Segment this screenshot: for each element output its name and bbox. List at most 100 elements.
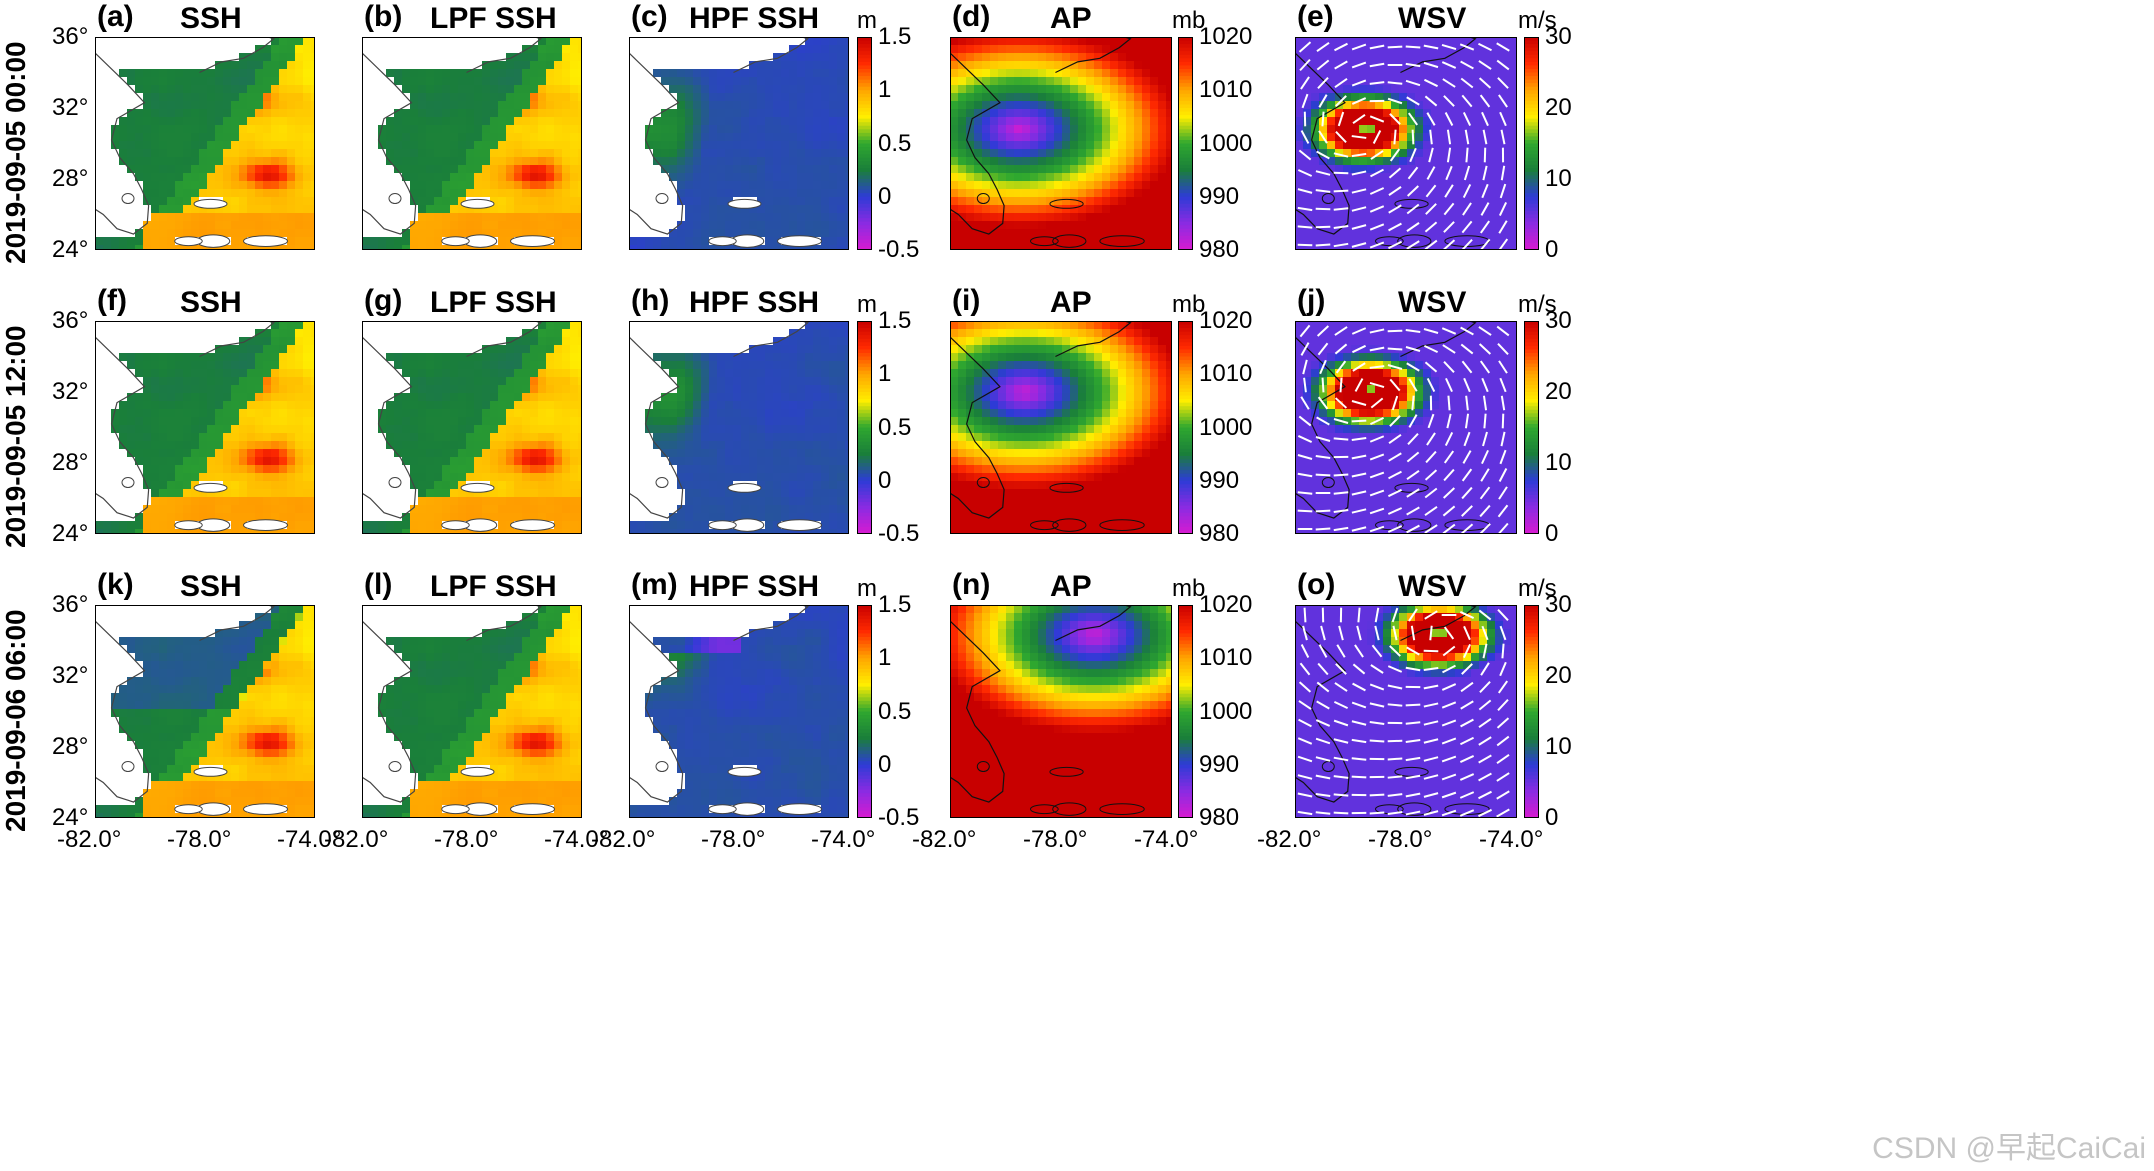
lon-tick-label: -82.0° [57, 826, 122, 853]
wind-arrow [1351, 757, 1367, 761]
colorbar-segment [1178, 747, 1193, 752]
panel-label: (b) [364, 0, 403, 33]
colorbar-segment [1178, 157, 1193, 162]
colorbar-segment [1178, 605, 1193, 610]
colorbar-segment [1178, 44, 1193, 49]
colorbar-segment [1524, 494, 1539, 500]
colorbar-segment [1524, 143, 1539, 148]
wind-arrow [1423, 44, 1439, 50]
colorbar-segment [857, 494, 872, 500]
island [193, 766, 228, 777]
wind-arrow [1337, 111, 1345, 127]
wind-arrow [1297, 472, 1313, 478]
wind-arrow [1387, 775, 1403, 779]
map-ssh-row3 [95, 605, 315, 818]
colorbar-segment [1178, 431, 1193, 436]
colorbar-segment [1178, 782, 1193, 787]
wind-arrow [1497, 608, 1509, 622]
wind-arrow [1300, 76, 1310, 90]
colorbar-segment [1524, 725, 1539, 730]
island [1052, 802, 1087, 816]
colorbar-segment [857, 771, 872, 776]
map-frame [629, 321, 849, 534]
wind-arrow [1333, 418, 1349, 424]
wind-arrow [1352, 663, 1366, 675]
wind-arrow [1443, 450, 1455, 464]
wind-arrow [1481, 449, 1489, 465]
colorbar-segment [857, 722, 872, 727]
colorbar-segment [857, 739, 872, 745]
row-date-label: 2019-09-06 06:00 [0, 608, 31, 832]
colorbar-segment [1178, 700, 1193, 705]
island [1099, 803, 1145, 815]
coastline [95, 52, 150, 235]
wind-arrow [1442, 344, 1456, 354]
wind-arrow [1496, 59, 1510, 71]
wind-arrow [1442, 505, 1456, 517]
wind-arrow [1441, 755, 1457, 763]
colorbar-segment [857, 423, 872, 429]
wind-arrow [1478, 772, 1492, 782]
lake-outline [655, 193, 669, 205]
colorbar-segment [1178, 207, 1193, 212]
colorbar-segment [1178, 516, 1193, 521]
colorbar-segment [857, 654, 872, 659]
colorbar-segment [1178, 72, 1193, 77]
colorbar-frame [1178, 321, 1193, 534]
island [1444, 803, 1490, 815]
colorbar-segment [1178, 147, 1193, 152]
wind-arrow [1482, 431, 1488, 447]
wind-arrow [1333, 437, 1349, 441]
wind-arrow [1409, 147, 1417, 163]
wind-arrow [1405, 810, 1421, 816]
colorbar-segment [1524, 445, 1539, 450]
colorbar-segment [1524, 750, 1539, 755]
wind-arrow [1300, 644, 1310, 658]
wind-arrow [1499, 377, 1507, 393]
wind-arrow [1405, 666, 1421, 672]
wind-arrow [1369, 507, 1385, 515]
wind-arrow [1297, 206, 1313, 212]
colorbar-segment [1178, 640, 1193, 645]
colorbar-segment [1524, 477, 1539, 482]
wind-arrow [1297, 188, 1313, 194]
colorbar-segment [1178, 200, 1193, 205]
wind-arrow [1333, 152, 1349, 158]
colorbar-segment [1524, 161, 1539, 166]
colorbar-segment [857, 711, 872, 716]
panel-label: (o) [1297, 568, 1336, 601]
colorbar-segment [1178, 83, 1193, 88]
colorbar-segment [1524, 516, 1539, 521]
wind-arrow [1442, 78, 1456, 88]
wind-arrow [1387, 703, 1403, 707]
wind-arrow [1462, 111, 1472, 127]
colorbar-segment [857, 44, 872, 49]
wind-arrow [1335, 360, 1347, 374]
wind-arrow [1461, 468, 1473, 482]
colorbar-segment [1178, 111, 1193, 116]
colorbar-segment [1178, 636, 1193, 642]
colorbar-segment [857, 367, 872, 372]
wind-arrow [1339, 377, 1343, 393]
wind-arrow [1298, 415, 1312, 427]
wind-arrow [1482, 165, 1488, 181]
heatmap-cells [950, 37, 1172, 250]
colorbar-segment [1524, 771, 1539, 776]
colorbar-segment [1178, 622, 1193, 627]
colorbar-segment [1178, 715, 1193, 720]
wind-arrow [1406, 469, 1420, 481]
wind-arrow [1479, 681, 1491, 693]
wind-arrow [1442, 645, 1456, 657]
colorbar-segment [857, 381, 872, 386]
colorbar-segment [857, 93, 872, 98]
colorbar-frame [857, 605, 872, 818]
wind-arrow [1441, 327, 1457, 335]
wind-arrow [1369, 471, 1385, 479]
wind-arrow [1351, 135, 1367, 139]
colorbar-segment [1524, 526, 1539, 532]
wind-arrow [1302, 359, 1308, 375]
island [174, 804, 203, 815]
colorbar-segment [1524, 416, 1539, 421]
colorbar-tick-label: -0.5 [878, 520, 920, 547]
colorbar-segment [1178, 739, 1193, 745]
